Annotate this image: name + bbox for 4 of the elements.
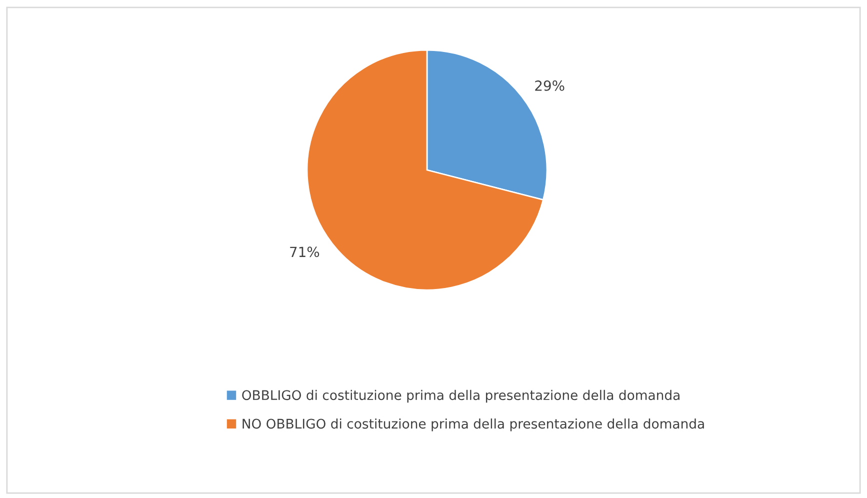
data-label: 29% [535, 80, 564, 91]
data-label: 71% [290, 246, 320, 258]
legend-label: OBBLIGO di costituzione prima della presentazione della domanda [242, 390, 680, 403]
legend-label: NO OBBLIGO di costituzione prima della presentazione della domanda [242, 418, 704, 432]
